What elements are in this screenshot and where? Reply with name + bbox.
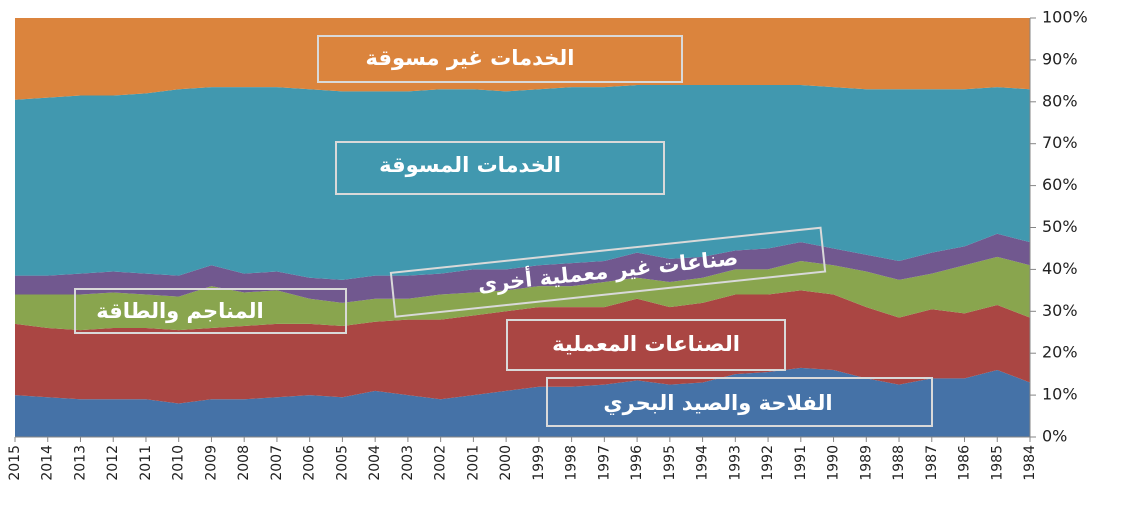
x-tick-label: 1989: [858, 445, 874, 481]
x-tick-label: 2010: [171, 445, 187, 481]
x-tick-label: 2004: [367, 445, 383, 481]
x-tick-label: 2000: [498, 445, 514, 481]
x-tick-label: 1997: [596, 445, 612, 481]
y-tick-label: 90%: [1042, 49, 1078, 68]
series-label: الفلاحة والصيد البحري: [603, 391, 832, 416]
x-tick-label: 1996: [629, 445, 645, 481]
area: [15, 18, 1030, 100]
x-tick-label: 1993: [727, 445, 743, 481]
x-tick-label: 2005: [334, 445, 350, 481]
y-tick-label: 20%: [1042, 343, 1078, 362]
x-tick-label: 2007: [269, 445, 285, 481]
y-tick-label: 50%: [1042, 217, 1078, 236]
x-tick-label: 1991: [793, 445, 809, 481]
x-tick-label: 2006: [302, 445, 318, 481]
x-tick-label: 2009: [203, 445, 219, 481]
area: [15, 256, 1030, 331]
label-box: [335, 141, 665, 195]
y-tick-label: 80%: [1042, 91, 1078, 110]
series-labels: الخدمات غير مسوقة الخدمات المسوقة صناعات…: [74, 35, 933, 427]
y-tick-label: 10%: [1042, 385, 1078, 404]
area: [15, 233, 1030, 303]
x-tick-label: 2014: [40, 445, 56, 481]
x-tick-label: 2011: [138, 445, 154, 481]
series-label: الصناعات المعملية: [552, 332, 740, 356]
series-label: المناجم والطاقة: [96, 299, 264, 323]
x-tick-label: 2008: [236, 445, 252, 481]
series-label: الخدمات المسوقة: [379, 153, 561, 177]
area: [15, 85, 1030, 280]
x-tick-label: 2015: [7, 445, 23, 481]
label-box: [74, 288, 347, 334]
y-tick-label: 100%: [1042, 8, 1088, 27]
y-tick-label: 0%: [1042, 427, 1067, 446]
x-tick-label: 1995: [662, 445, 678, 481]
label-box: [546, 377, 933, 427]
y-tick-label: 40%: [1042, 259, 1078, 278]
series-label: الخدمات غير مسوقة: [366, 46, 575, 70]
areas: [15, 18, 1030, 437]
x-tick-label: 1986: [957, 445, 973, 481]
label-box: [317, 35, 683, 83]
label-box: [506, 319, 786, 371]
y-tick-label: 60%: [1042, 175, 1078, 194]
x-tick-label: 1988: [891, 445, 907, 481]
x-tick-label: 1987: [924, 445, 940, 481]
x-tick-label: 1994: [695, 445, 711, 481]
area: [15, 290, 1030, 404]
x-tick-label: 2002: [433, 445, 449, 481]
axes: 0% 10% 20% 30% 40% 50% 60% 70% 80% 90% 100% 2015 201…: [7, 8, 1088, 481]
x-tick-label: 1990: [826, 445, 842, 481]
x-tick-label: 2013: [72, 445, 88, 481]
x-tick-label: 2012: [105, 445, 121, 481]
y-tick-label: 30%: [1042, 301, 1078, 320]
x-tick-label: 1999: [531, 445, 547, 481]
area: [15, 367, 1030, 437]
y-tick-label: 70%: [1042, 133, 1078, 152]
x-tick-label: 1998: [564, 445, 580, 481]
x-tick-label: 1992: [760, 445, 776, 481]
x-tick-label: 1984: [1022, 445, 1038, 481]
label-box: [389, 226, 827, 318]
x-tick-label: 2003: [400, 445, 416, 481]
x-tick-label: 1985: [989, 445, 1005, 481]
x-tick-label: 2001: [465, 445, 481, 481]
